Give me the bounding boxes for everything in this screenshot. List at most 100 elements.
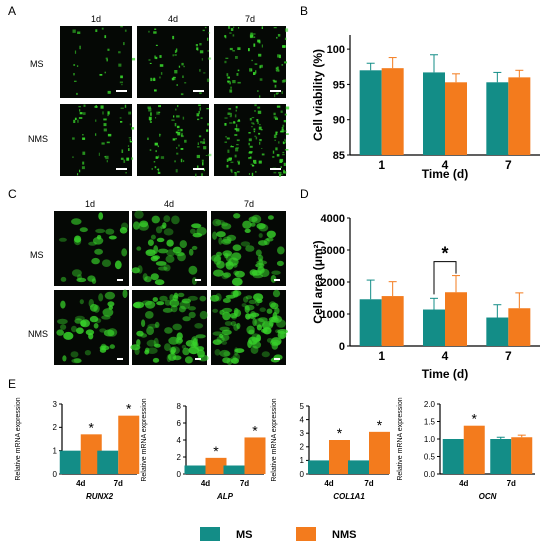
cell-blob [79,227,88,233]
cell-blob [122,289,128,299]
cell-speckle [203,138,205,141]
cell-speckle [234,134,238,136]
cell-speckle [276,69,279,72]
y-axis-title: Relative mRNA expression [15,397,22,480]
cell-blob [266,308,273,314]
cell-blob [91,257,100,265]
x-tick-label: 1 [378,158,385,172]
cell-blob [133,301,145,309]
cell-speckle [196,154,200,159]
chart-alp: 0 2 4 6 8 4d 7d * * Relative mRNA expression ALP [141,398,266,501]
y-tick-label: 1 [53,446,58,455]
cell-speckle [257,39,261,43]
cell-blob [248,299,257,305]
cell-speckle [76,65,79,67]
y-tick-label: 1.5 [424,417,436,426]
cell-blob [108,235,117,240]
cell-speckle [198,104,201,107]
cell-blob [114,260,122,270]
cell-speckle [199,107,201,111]
cell-speckle [177,131,181,136]
cell-blob [222,236,232,244]
cell-speckle [78,117,83,119]
cell-blob [145,311,154,319]
cell-speckle [107,90,111,94]
panel-c-micrographs: 1d 4d 7d MS NMS [28,199,288,366]
cell-speckle [95,119,97,122]
cell-speckle [234,172,237,174]
cell-blob [133,221,140,230]
cell-speckle [178,144,180,147]
cell-blob [93,304,100,313]
cell-blob [230,321,237,327]
cell-blob [216,260,225,269]
panel-c-col-label-7d: 7d [244,199,254,209]
cell-blob [199,295,207,302]
cell-speckle [207,37,209,41]
cell-speckle [155,44,158,46]
cell-blob [146,339,157,347]
cell-blob [71,218,82,225]
x-tick-label: 1 [378,349,385,363]
bar-ms [59,450,81,474]
y-tick-label: 2000 [321,277,345,289]
cell-speckle [180,148,184,150]
cell-speckle [197,118,200,121]
cell-speckle [154,89,157,92]
cell-speckle [119,117,122,119]
cell-blob [144,276,152,283]
cell-speckle [248,142,250,146]
y-tick-label: 4000 [321,213,345,225]
cell-blob [232,263,238,268]
cell-speckle [173,115,175,118]
cell-speckle [237,162,240,165]
cell-speckle [274,139,276,141]
x-tick-label: 4 [442,349,449,363]
cell-speckle [181,132,183,135]
cell-speckle [175,48,178,52]
micrograph-c-nms-1d [54,290,129,365]
cell-blob [109,344,116,349]
cell-speckle [206,129,209,132]
y-tick-label: 3 [53,400,58,409]
y-tick-label: 0 [339,341,345,353]
cell-blob [212,231,218,240]
cell-speckle [234,154,237,158]
cell-speckle [172,76,176,81]
cell-speckle [261,153,265,156]
panel-a-col-label-7d: 7d [245,14,255,24]
cell-blob [170,349,176,355]
cell-speckle [256,119,259,122]
bar-nms [445,292,467,346]
scale-bar [270,90,281,92]
x-axis-title: Time (d) [422,167,468,181]
cell-blob [191,223,202,229]
cell-speckle [82,137,86,140]
cell-blob [74,315,85,321]
cell-blob [195,334,206,339]
cell-blob [175,336,183,345]
cell-blob [197,349,205,358]
cell-blob [157,248,169,254]
cell-speckle [171,119,175,121]
cell-speckle [154,166,157,169]
cell-speckle [99,74,103,76]
cell-speckle [275,117,278,120]
cell-speckle [195,173,197,177]
cell-speckle [197,165,199,168]
cell-speckle [200,117,203,119]
cell-blob [152,357,160,363]
cell-speckle [148,59,151,61]
panel-c-row-label-nms: NMS [28,329,48,339]
cell-speckle [72,29,76,33]
cell-speckle [285,133,289,135]
cell-speckle [153,31,157,34]
cell-speckle [79,112,83,115]
cell-blob [253,293,264,301]
cell-blob [71,325,77,333]
cell-blob [107,328,118,337]
cell-speckle [235,148,239,152]
cell-blob [142,273,148,281]
